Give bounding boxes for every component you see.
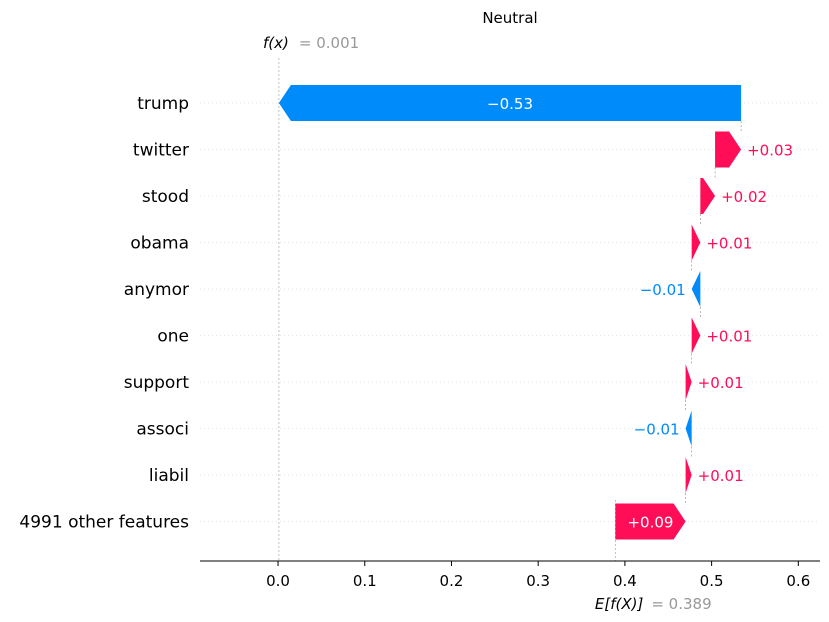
value-label: −0.01 [640,281,686,299]
feature-name: one [157,327,189,347]
x-tick-label: 0.6 [786,572,810,590]
x-tick-label: 0.0 [266,572,290,590]
bar-positive [615,503,686,540]
x-tick-label: 0.1 [353,572,377,590]
bars: −0.53 +0.03 +0.02 +0.01 −0.01 +0.01 +0.01 −0.01… [278,85,793,540]
value-label: −0.53 [487,95,533,113]
value-label: +0.02 [721,188,767,206]
feature-name: trump [137,94,189,114]
efx-annotation: E[f(X)] = 0.389 [595,595,712,613]
feature-name: stood [142,187,189,207]
value-label: +0.01 [706,328,752,346]
x-tick-label: 0.2 [440,572,464,590]
fx-label: f(x) [263,34,289,52]
feature-name: associ [136,420,189,440]
feature-name: obama [130,234,189,254]
x-axis: 0.0 0.1 0.2 0.3 0.4 0.5 0.6 [200,560,820,590]
value-label: −0.01 [634,421,680,439]
value-label: +0.01 [706,235,752,253]
value-label: +0.03 [747,142,793,160]
guide-lines [278,58,742,561]
bar-positive [685,364,692,400]
feature-name: 4991 other features [19,513,189,533]
fx-annotation: f(x) = 0.001 [263,34,359,52]
bar-positive [715,131,742,168]
x-tick-label: 0.5 [700,572,724,590]
bar-negative [278,85,742,121]
bar-positive [685,457,692,493]
feature-labels: trump twitter stood obama anymor one support as… [19,94,189,533]
feature-name: twitter [133,141,189,161]
efx-value: = 0.389 [651,595,711,613]
value-label: +0.01 [698,467,744,485]
feature-name: anymor [124,280,189,300]
bar-negative [685,410,692,447]
x-tick-label: 0.4 [613,572,637,590]
feature-name: liabil [149,466,189,486]
feature-name: support [124,373,190,393]
value-label: +0.01 [698,374,744,392]
bar-negative [691,271,701,307]
bar-positive [691,224,701,261]
x-tick-label: 0.3 [526,572,550,590]
efx-label: E[f(X)] [595,595,644,613]
value-label: +0.09 [627,514,673,532]
bar-positive [691,317,701,354]
fx-value: = 0.001 [299,34,359,52]
chart-title: Neutral [482,9,537,27]
bar-positive [700,178,716,214]
